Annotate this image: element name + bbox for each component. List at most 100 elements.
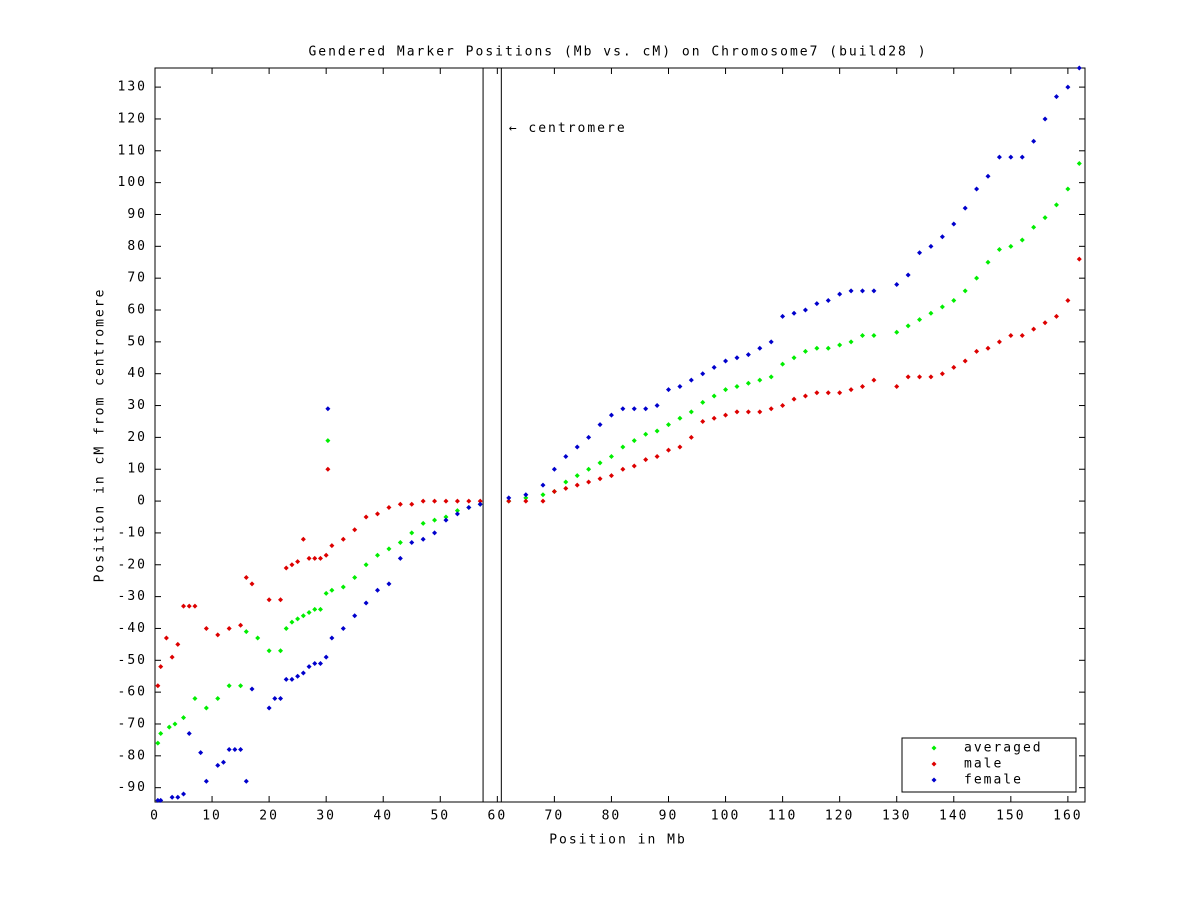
point xyxy=(745,352,751,358)
point xyxy=(643,431,649,437)
point xyxy=(169,794,175,800)
chart-title: Gendered Marker Positions (Mb vs. cM) on… xyxy=(308,45,927,60)
point xyxy=(363,562,369,568)
point xyxy=(340,625,346,631)
y-tick-label: 50 xyxy=(127,334,147,349)
y-tick-label: 120 xyxy=(118,111,147,126)
point xyxy=(325,406,331,412)
point xyxy=(454,508,460,514)
point xyxy=(181,715,187,721)
point xyxy=(608,473,614,479)
point xyxy=(654,453,660,459)
point xyxy=(917,250,923,256)
point xyxy=(917,374,923,380)
point xyxy=(506,495,512,501)
y-tick-label: -40 xyxy=(118,621,147,636)
point xyxy=(688,409,694,415)
point xyxy=(802,307,808,313)
point xyxy=(711,415,717,421)
point xyxy=(665,447,671,453)
point xyxy=(871,377,877,383)
y-axis-label: Position in cM from centromere xyxy=(93,288,108,583)
point xyxy=(312,606,318,612)
point xyxy=(985,345,991,351)
point xyxy=(323,590,329,596)
point xyxy=(375,511,381,517)
point xyxy=(1076,161,1082,167)
point xyxy=(780,403,786,409)
x-tick-label: 60 xyxy=(488,809,508,824)
point xyxy=(283,625,289,631)
point xyxy=(283,565,289,571)
point xyxy=(181,791,187,797)
point xyxy=(158,797,164,803)
point xyxy=(563,485,569,491)
point xyxy=(757,377,763,383)
point xyxy=(996,339,1002,345)
point xyxy=(158,731,164,737)
x-tick-label: 130 xyxy=(882,809,911,824)
x-tick-label: 160 xyxy=(1053,809,1082,824)
x-tick-label: 80 xyxy=(602,809,622,824)
point xyxy=(608,453,614,459)
point xyxy=(397,539,403,545)
y-tick-label: 110 xyxy=(118,143,147,158)
y-tick-label: 0 xyxy=(137,494,147,509)
x-tick-label: 30 xyxy=(316,809,336,824)
point xyxy=(665,387,671,393)
point xyxy=(939,234,945,240)
point xyxy=(540,498,546,504)
y-tick-label: 130 xyxy=(118,80,147,95)
x-tick-label: 40 xyxy=(373,809,393,824)
legend-label: female xyxy=(964,773,1023,788)
point xyxy=(791,310,797,316)
x-tick-label: 110 xyxy=(768,809,797,824)
point xyxy=(340,536,346,542)
point xyxy=(734,383,740,389)
point xyxy=(317,606,323,612)
point xyxy=(802,393,808,399)
x-tick-label: 70 xyxy=(545,809,565,824)
point xyxy=(420,536,426,542)
point xyxy=(905,272,911,278)
x-tick-label: 10 xyxy=(202,809,222,824)
point xyxy=(466,504,472,510)
point xyxy=(848,288,854,294)
point xyxy=(386,546,392,552)
point xyxy=(700,371,706,377)
point xyxy=(837,342,843,348)
point xyxy=(951,297,957,303)
point xyxy=(734,409,740,415)
point xyxy=(454,511,460,517)
y-tick-label: -50 xyxy=(118,653,147,668)
point xyxy=(586,434,592,440)
point xyxy=(586,466,592,472)
point xyxy=(723,358,729,364)
point xyxy=(563,453,569,459)
point xyxy=(192,696,198,702)
point xyxy=(996,247,1002,253)
point xyxy=(563,479,569,485)
x-tick-label: 50 xyxy=(430,809,450,824)
point xyxy=(238,746,244,752)
y-tick-label: 80 xyxy=(127,239,147,254)
point xyxy=(432,530,438,536)
point xyxy=(232,746,238,752)
point xyxy=(420,520,426,526)
point xyxy=(700,418,706,424)
point xyxy=(643,457,649,463)
point xyxy=(768,339,774,345)
point xyxy=(352,527,358,533)
point xyxy=(551,466,557,472)
point xyxy=(506,498,512,504)
point xyxy=(597,422,603,428)
point xyxy=(443,514,449,520)
y-tick-label: 40 xyxy=(127,366,147,381)
point xyxy=(397,501,403,507)
legend-label: averaged xyxy=(964,741,1043,756)
point xyxy=(243,629,249,635)
point xyxy=(289,676,295,682)
point xyxy=(631,463,637,469)
point xyxy=(643,406,649,412)
point xyxy=(962,358,968,364)
